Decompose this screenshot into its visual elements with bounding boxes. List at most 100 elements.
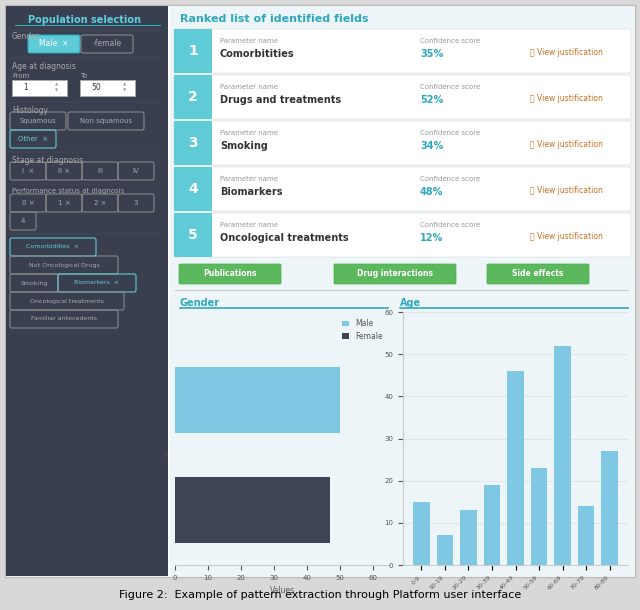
Text: Parameter name: Parameter name	[220, 84, 278, 90]
FancyBboxPatch shape	[174, 213, 212, 257]
Text: 48%: 48%	[420, 187, 444, 197]
FancyBboxPatch shape	[174, 75, 212, 119]
FancyBboxPatch shape	[174, 75, 631, 119]
Text: 1: 1	[23, 84, 28, 93]
Text: 2 ×: 2 ×	[93, 200, 106, 206]
Text: 4: 4	[21, 218, 25, 224]
Text: Drug interactions: Drug interactions	[357, 270, 433, 279]
Text: Confidence score: Confidence score	[420, 176, 480, 182]
Text: Ranked list of identified fields: Ranked list of identified fields	[180, 14, 369, 24]
Bar	[413, 502, 429, 565]
Legend: Male, Female: Male, Female	[339, 316, 386, 344]
Bar	[531, 468, 547, 565]
Text: 📊 View justification: 📊 View justification	[530, 140, 603, 149]
Text: Population selection: Population selection	[29, 15, 141, 25]
Text: Biomarkers  ×: Biomarkers ×	[74, 281, 120, 285]
Text: III: III	[97, 168, 103, 174]
Bar	[175, 477, 330, 543]
Text: Side effects: Side effects	[512, 270, 564, 279]
Text: Gender: Gender	[180, 298, 220, 308]
X-axis label: Values: Values	[270, 586, 295, 595]
Text: 2: 2	[188, 90, 198, 104]
Text: 📊 View justification: 📊 View justification	[530, 232, 603, 241]
Text: Gender: Gender	[12, 32, 40, 41]
Text: Confidence score: Confidence score	[420, 222, 480, 228]
Text: Figure 2:  Example of pattern extraction through Platform user interface: Figure 2: Example of pattern extraction …	[119, 590, 521, 600]
Text: Male  ×: Male ×	[39, 40, 68, 49]
Text: 34%: 34%	[420, 141, 444, 151]
Text: 1 ×: 1 ×	[58, 200, 70, 206]
Text: 0: 0	[164, 452, 168, 458]
Bar	[170, 6, 634, 576]
Text: 35%: 35%	[420, 49, 444, 59]
Bar	[6, 6, 168, 576]
Text: Age: Age	[400, 298, 421, 308]
Text: ▼: ▼	[123, 88, 126, 92]
FancyBboxPatch shape	[28, 35, 80, 53]
Text: IV: IV	[132, 168, 140, 174]
Text: 📊 View justification: 📊 View justification	[530, 48, 603, 57]
Text: Squamous: Squamous	[20, 118, 56, 124]
Text: 3: 3	[134, 200, 138, 206]
Text: -female: -female	[92, 40, 122, 49]
Bar	[175, 367, 340, 433]
Text: Smoking: Smoking	[220, 141, 268, 151]
Bar	[460, 510, 477, 565]
Text: Comorbidities  ×: Comorbidities ×	[26, 245, 79, 249]
Text: Not Oncological Drugs: Not Oncological Drugs	[29, 262, 99, 268]
Text: ▼: ▼	[55, 88, 58, 92]
Text: Drugs and treatments: Drugs and treatments	[220, 95, 341, 105]
Text: Age at diagnosis: Age at diagnosis	[12, 62, 76, 71]
Bar	[508, 371, 524, 565]
FancyBboxPatch shape	[174, 213, 631, 257]
Text: Smoking: Smoking	[20, 281, 48, 285]
Text: Oncological treatments: Oncological treatments	[30, 298, 104, 304]
Text: Comorbitities: Comorbitities	[220, 49, 294, 59]
Bar	[578, 506, 595, 565]
Text: Confidence score: Confidence score	[420, 130, 480, 136]
Text: Parameter name: Parameter name	[220, 176, 278, 182]
Text: From: From	[12, 73, 29, 79]
Text: 52%: 52%	[420, 95, 444, 105]
Text: 1: 1	[188, 44, 198, 58]
Text: 4: 4	[188, 182, 198, 196]
Text: Confidence score: Confidence score	[420, 84, 480, 90]
FancyBboxPatch shape	[174, 121, 212, 165]
FancyBboxPatch shape	[174, 167, 631, 211]
Text: Oncological treatments: Oncological treatments	[220, 233, 349, 243]
FancyBboxPatch shape	[179, 264, 281, 284]
Text: Performance status at diagnosis: Performance status at diagnosis	[12, 188, 124, 194]
Text: Other  ×: Other ×	[18, 136, 48, 142]
Text: 📊 View justification: 📊 View justification	[530, 186, 603, 195]
Text: 50: 50	[91, 84, 100, 93]
Bar	[484, 485, 500, 565]
FancyBboxPatch shape	[487, 264, 589, 284]
Text: 📊 View justification: 📊 View justification	[530, 94, 603, 103]
Bar	[554, 346, 571, 565]
Bar	[12, 80, 67, 96]
Text: Parameter name: Parameter name	[220, 222, 278, 228]
FancyBboxPatch shape	[174, 29, 631, 73]
Text: Publications: Publications	[204, 270, 257, 279]
FancyBboxPatch shape	[174, 29, 212, 73]
Text: 3: 3	[188, 136, 198, 150]
Text: Biomarkers: Biomarkers	[220, 187, 282, 197]
Text: ▲: ▲	[123, 82, 126, 86]
Text: Histology: Histology	[12, 106, 48, 115]
Text: Confidence score: Confidence score	[420, 38, 480, 44]
Text: II ×: II ×	[58, 168, 70, 174]
Text: Stage at diagnosis: Stage at diagnosis	[12, 156, 83, 165]
FancyBboxPatch shape	[174, 121, 631, 165]
Text: Familiar antecedents: Familiar antecedents	[31, 317, 97, 321]
Text: ▲: ▲	[55, 82, 58, 86]
Text: Parameter name: Parameter name	[220, 130, 278, 136]
Text: I  ×: I ×	[22, 168, 34, 174]
FancyBboxPatch shape	[174, 167, 212, 211]
Text: To: To	[80, 73, 87, 79]
Text: Parameter name: Parameter name	[220, 38, 278, 44]
Text: 5: 5	[188, 228, 198, 242]
Text: 0 ×: 0 ×	[22, 200, 35, 206]
Bar	[436, 536, 453, 565]
Bar	[80, 80, 135, 96]
Text: Non squamous: Non squamous	[80, 118, 132, 124]
